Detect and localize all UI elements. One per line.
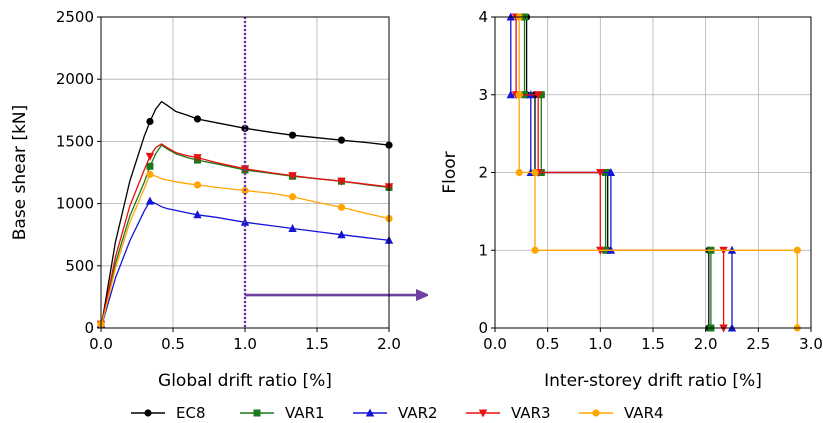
right-ticks: 0.0 0.5 1.0 1.5 2.0 2.5 3.0 0 1 2 3 4 bbox=[478, 8, 822, 353]
left-series-point bbox=[288, 223, 297, 232]
right-series-point bbox=[606, 168, 616, 176]
left-x-axis-label: Global drift ratio [%] bbox=[158, 371, 332, 391]
left-series-point bbox=[241, 124, 249, 132]
left-series-point bbox=[145, 152, 155, 161]
right-series-point bbox=[515, 168, 523, 177]
right-y-tick-label: 3 bbox=[478, 86, 488, 104]
right-series-var3 bbox=[511, 13, 728, 333]
left-series-point bbox=[193, 154, 202, 163]
right-series-group bbox=[506, 12, 801, 333]
floor-drift-chart: 0.0 0.5 1.0 1.5 2.0 2.5 3.0 0 1 2 3 4 Inter-storey … bbox=[440, 8, 823, 391]
right-y-tick-label: 4 bbox=[478, 8, 488, 26]
left-series-line bbox=[100, 143, 390, 329]
right-series-point bbox=[533, 91, 543, 100]
left-series-point bbox=[337, 136, 346, 144]
right-series-point bbox=[531, 246, 539, 254]
legend-label: VAR3 bbox=[511, 404, 551, 422]
right-y-tick-label: 2 bbox=[478, 164, 488, 182]
legend-label: VAR1 bbox=[285, 404, 325, 422]
left-y-tick-label: 1500 bbox=[56, 132, 94, 150]
right-x-tick-label: 2.5 bbox=[746, 335, 770, 353]
legend-marker bbox=[144, 409, 152, 417]
legend: EC8 VAR1 VAR2 VAR3 VAR4 bbox=[131, 404, 664, 422]
left-x-tick-label: 0.0 bbox=[89, 335, 113, 353]
right-series-var4 bbox=[515, 13, 801, 332]
right-y-tick-label: 1 bbox=[478, 241, 488, 259]
left-series-point bbox=[146, 117, 154, 126]
left-series-point bbox=[288, 131, 297, 139]
left-y-tick-label: 0 bbox=[84, 319, 94, 337]
legend-marker bbox=[365, 408, 375, 417]
left-x-tick-label: 1.5 bbox=[305, 335, 329, 353]
right-y-axis-label: Floor bbox=[440, 151, 460, 193]
left-series-group bbox=[96, 100, 394, 329]
left-series-point bbox=[288, 193, 297, 201]
legend-label: VAR2 bbox=[398, 404, 438, 422]
legend-marker bbox=[592, 409, 600, 417]
left-x-tick-label: 1.0 bbox=[233, 335, 257, 353]
legend-entry-var2: VAR2 bbox=[353, 404, 438, 422]
left-series-var4 bbox=[97, 170, 393, 329]
right-x-tick-label: 0.5 bbox=[536, 335, 560, 353]
left-series-line bbox=[100, 173, 390, 329]
legend-entry-var3: VAR3 bbox=[466, 404, 551, 422]
right-x-tick-label: 3.0 bbox=[799, 335, 823, 353]
right-y-tick-label: 0 bbox=[478, 319, 488, 337]
legend-label: EC8 bbox=[176, 404, 206, 422]
right-series-point bbox=[515, 91, 523, 99]
left-series-point bbox=[193, 210, 202, 219]
left-series-point bbox=[146, 170, 154, 178]
left-series-point bbox=[193, 181, 202, 189]
right-series-point bbox=[537, 91, 545, 99]
right-series-point bbox=[596, 169, 605, 177]
left-series-point bbox=[146, 162, 154, 170]
right-x-tick-label: 1.0 bbox=[588, 335, 612, 353]
left-y-tick-label: 2000 bbox=[56, 70, 94, 88]
legend-entry-var1: VAR1 bbox=[240, 404, 325, 422]
left-ticks: 0.0 0.5 1.0 1.5 2.0 0 500 1000 1500 2000 2500 bbox=[56, 8, 401, 353]
right-series-point bbox=[506, 90, 515, 99]
left-series-point bbox=[337, 203, 346, 211]
legend-marker bbox=[478, 409, 488, 418]
left-series-point bbox=[193, 115, 202, 123]
left-y-axis-label: Base shear [kN] bbox=[10, 105, 30, 241]
left-y-tick-label: 500 bbox=[65, 257, 94, 275]
right-x-tick-label: 2.0 bbox=[694, 335, 718, 353]
right-x-tick-label: 0.0 bbox=[483, 335, 507, 353]
right-x-axis-label: Inter-storey drift ratio [%] bbox=[544, 371, 762, 391]
right-series-point bbox=[531, 168, 539, 177]
left-series-point bbox=[288, 172, 297, 181]
legend-marker bbox=[253, 409, 261, 417]
legend-entry-var4: VAR4 bbox=[579, 404, 664, 422]
legend-label: VAR4 bbox=[624, 404, 664, 422]
left-series-point bbox=[337, 177, 346, 186]
right-series-point bbox=[793, 246, 801, 254]
left-y-tick-label: 1000 bbox=[56, 195, 94, 213]
left-x-tick-label: 0.5 bbox=[161, 335, 185, 353]
left-series-line bbox=[100, 100, 390, 329]
legend-entry-ec8: EC8 bbox=[131, 404, 206, 422]
left-y-tick-label: 2500 bbox=[56, 8, 94, 26]
base-shear-chart: 0.0 0.5 1.0 1.5 2.0 0 500 1000 1500 2000 2500 Glob… bbox=[10, 8, 418, 391]
left-x-tick-label: 2.0 bbox=[377, 335, 401, 353]
right-x-tick-label: 1.5 bbox=[641, 335, 665, 353]
left-series-point bbox=[337, 230, 346, 239]
left-series-point bbox=[145, 196, 155, 205]
left-series-line bbox=[100, 200, 390, 329]
